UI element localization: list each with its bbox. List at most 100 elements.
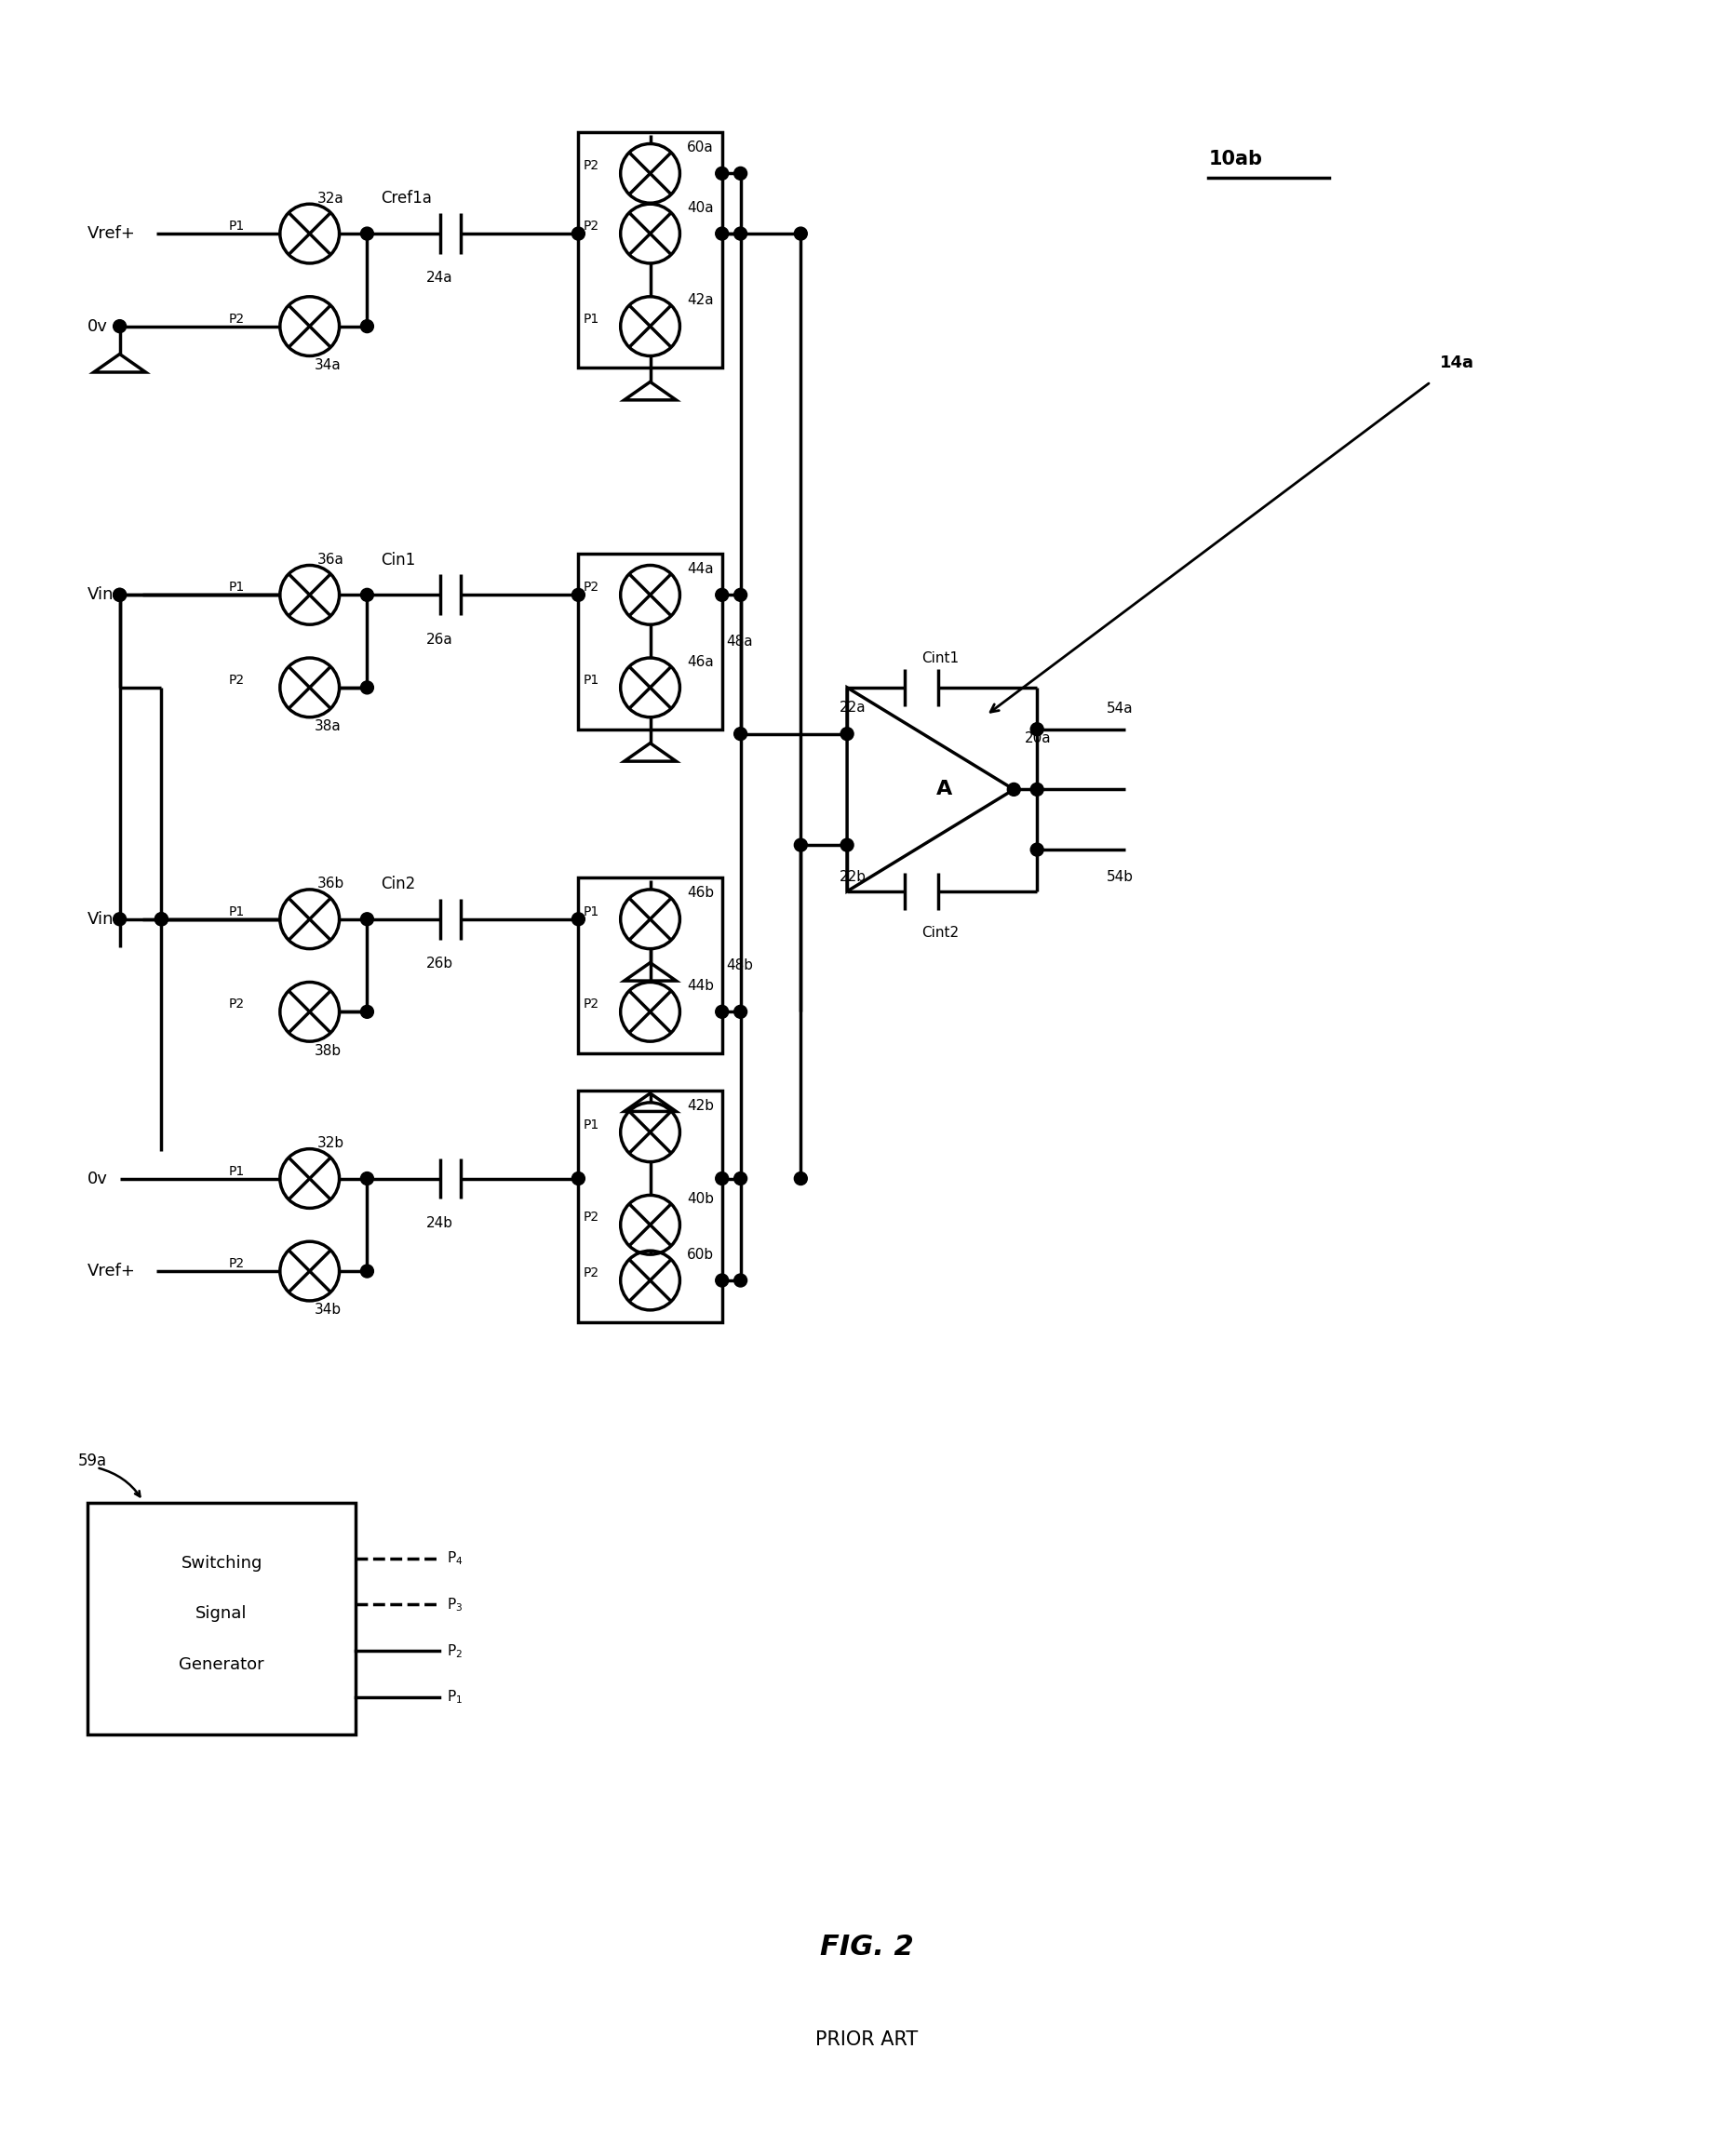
Circle shape — [716, 1005, 728, 1018]
Text: 24a: 24a — [427, 272, 453, 285]
Bar — [87, 1503, 355, 1733]
Text: P$_1$: P$_1$ — [447, 1688, 463, 1705]
Text: P$_3$: P$_3$ — [447, 1595, 463, 1613]
Text: 10ab: 10ab — [1209, 151, 1262, 168]
Text: 22b: 22b — [839, 871, 867, 884]
Circle shape — [1030, 843, 1044, 856]
Text: P2: P2 — [229, 313, 244, 326]
Text: P2: P2 — [229, 673, 244, 686]
Circle shape — [361, 1005, 373, 1018]
Circle shape — [716, 589, 728, 602]
Circle shape — [733, 226, 747, 239]
Text: P2: P2 — [583, 1212, 598, 1225]
Text: 54b: 54b — [1106, 871, 1134, 884]
Text: P2: P2 — [229, 1257, 244, 1270]
Circle shape — [113, 912, 127, 925]
Text: 42a: 42a — [687, 293, 714, 308]
Text: 32b: 32b — [317, 1136, 343, 1151]
Bar — [579, 877, 721, 1054]
Text: 0v: 0v — [87, 317, 108, 334]
Text: 38b: 38b — [314, 1044, 342, 1059]
Circle shape — [733, 1173, 747, 1186]
Text: 60a: 60a — [687, 140, 714, 155]
Circle shape — [733, 1005, 747, 1018]
Text: 42b: 42b — [687, 1100, 714, 1112]
Circle shape — [794, 226, 808, 239]
Circle shape — [113, 319, 127, 332]
Circle shape — [841, 727, 853, 740]
Text: P2: P2 — [583, 998, 598, 1011]
Circle shape — [841, 839, 853, 852]
Text: P2: P2 — [229, 998, 244, 1011]
Circle shape — [361, 589, 373, 602]
Bar — [579, 132, 721, 369]
Text: P1: P1 — [583, 1119, 598, 1132]
Text: 46a: 46a — [687, 655, 714, 668]
Text: 36a: 36a — [317, 552, 343, 567]
Circle shape — [113, 589, 127, 602]
Text: PRIOR ART: PRIOR ART — [815, 2031, 919, 2050]
Text: P1: P1 — [229, 220, 244, 233]
Circle shape — [1007, 783, 1020, 796]
Circle shape — [716, 226, 728, 239]
Text: Cin2: Cin2 — [381, 875, 416, 893]
Circle shape — [361, 681, 373, 694]
Text: Cref1a: Cref1a — [381, 190, 432, 207]
Text: 48a: 48a — [727, 634, 753, 649]
Text: P1: P1 — [229, 906, 244, 918]
Text: 24b: 24b — [427, 1216, 453, 1229]
Text: FIG. 2: FIG. 2 — [820, 1934, 914, 1960]
Text: P2: P2 — [583, 580, 598, 595]
Text: 60b: 60b — [687, 1248, 714, 1261]
Circle shape — [1030, 722, 1044, 735]
Text: P$_4$: P$_4$ — [447, 1550, 463, 1567]
Text: 32a: 32a — [317, 192, 343, 205]
Circle shape — [794, 839, 808, 852]
Bar — [579, 1091, 721, 1322]
Text: P1: P1 — [583, 673, 598, 686]
Text: 22a: 22a — [839, 701, 867, 716]
Circle shape — [733, 1274, 747, 1287]
Text: 36b: 36b — [317, 877, 345, 890]
Text: 44b: 44b — [687, 979, 714, 992]
Text: Vref+: Vref+ — [87, 224, 135, 241]
Text: 46b: 46b — [687, 886, 714, 901]
Text: 54a: 54a — [1106, 703, 1132, 716]
Text: Switching: Switching — [180, 1554, 262, 1572]
Circle shape — [154, 912, 168, 925]
Text: 26a: 26a — [427, 632, 453, 647]
Text: P1: P1 — [583, 906, 598, 918]
Circle shape — [733, 166, 747, 179]
Circle shape — [733, 589, 747, 602]
Circle shape — [716, 166, 728, 179]
Circle shape — [1030, 783, 1044, 796]
Text: 14a: 14a — [1441, 356, 1474, 371]
Text: 38a: 38a — [314, 720, 342, 733]
Circle shape — [572, 226, 584, 239]
Text: P2: P2 — [583, 1266, 598, 1279]
Circle shape — [572, 589, 584, 602]
Circle shape — [716, 1274, 728, 1287]
Text: Vref+: Vref+ — [87, 1263, 135, 1279]
Circle shape — [361, 226, 373, 239]
Text: Vin-: Vin- — [87, 910, 120, 927]
Text: 40b: 40b — [687, 1192, 714, 1205]
Text: 59a: 59a — [78, 1453, 108, 1470]
Text: 34b: 34b — [314, 1302, 342, 1317]
Circle shape — [361, 319, 373, 332]
Text: 44a: 44a — [687, 563, 714, 576]
Text: A: A — [936, 780, 952, 798]
Text: P1: P1 — [229, 580, 244, 595]
Text: 26b: 26b — [427, 957, 454, 970]
Circle shape — [361, 912, 373, 925]
Text: P1: P1 — [229, 1164, 244, 1177]
Circle shape — [361, 1266, 373, 1279]
Text: 34a: 34a — [314, 358, 342, 373]
Circle shape — [733, 727, 747, 740]
Text: P$_2$: P$_2$ — [447, 1643, 463, 1660]
Text: 0v: 0v — [87, 1171, 108, 1188]
Text: P1: P1 — [583, 313, 598, 326]
Text: Signal: Signal — [196, 1606, 248, 1621]
Text: P2: P2 — [583, 220, 598, 233]
Text: P2: P2 — [583, 160, 598, 172]
